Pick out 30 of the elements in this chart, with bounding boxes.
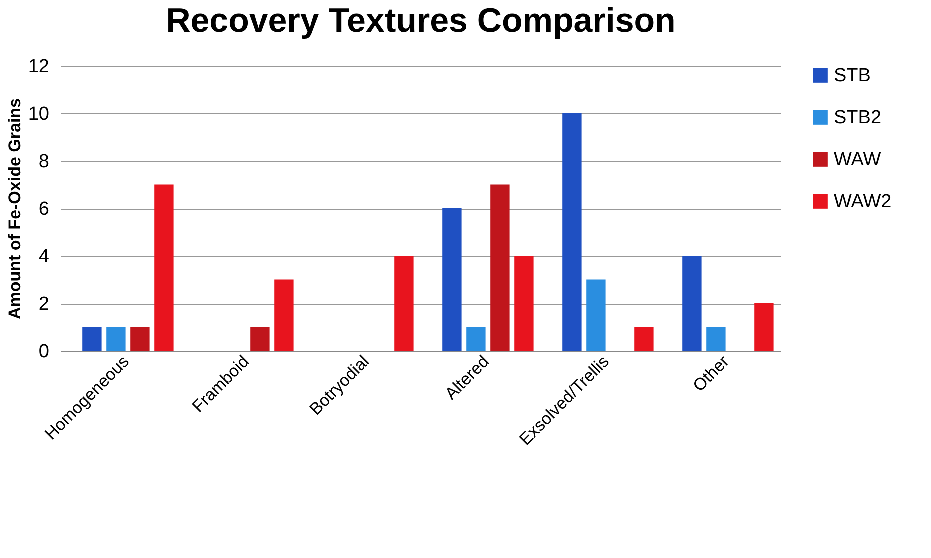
y-tick-label: 10 <box>28 104 50 125</box>
bar <box>130 327 150 351</box>
y-tick-label: 4 <box>38 246 50 268</box>
y-axis-title: Amount of Fe-Oxide Grains <box>5 98 24 320</box>
bar <box>682 256 702 351</box>
y-tick-label: 0 <box>38 342 50 362</box>
bar <box>754 304 774 351</box>
chart-title: Recovery Textures Comparison <box>166 2 676 40</box>
bar <box>394 256 414 351</box>
legend-label: STB <box>834 66 871 86</box>
bar <box>250 327 270 351</box>
bar <box>706 327 726 351</box>
y-tick-label: 8 <box>38 152 50 172</box>
bar <box>274 280 294 351</box>
bar <box>154 184 174 351</box>
bar <box>106 327 126 351</box>
bar <box>442 208 462 351</box>
y-tick-label: 12 <box>28 56 50 78</box>
legend-label: STB2 <box>834 108 882 128</box>
legend-label: WAW <box>834 150 882 170</box>
bar <box>466 327 486 351</box>
bar <box>514 256 534 351</box>
bar <box>490 184 510 351</box>
y-tick-label: 6 <box>38 199 50 220</box>
legend-label: WAW2 <box>834 192 892 212</box>
bar <box>586 280 606 351</box>
bar <box>634 327 654 351</box>
bar <box>562 114 582 351</box>
bar <box>82 327 102 351</box>
y-tick-label: 2 <box>38 294 50 315</box>
